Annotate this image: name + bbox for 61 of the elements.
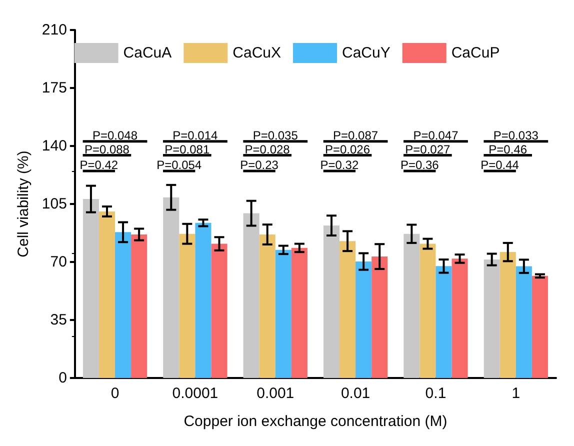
annotation: P=0.026: [324, 142, 370, 156]
annotation: P=0.028: [244, 142, 290, 156]
bar: [115, 232, 132, 378]
x-tick-label: 1: [512, 385, 520, 402]
bar: [211, 244, 228, 378]
y-tick-label: 35: [50, 312, 67, 328]
bar: [404, 234, 420, 378]
x-tick-label: 0: [110, 385, 120, 402]
annotation: P=0.048: [92, 128, 138, 142]
annotation: P=0.42: [80, 158, 118, 172]
x-tick-label: 0.001: [256, 385, 294, 402]
bar: [484, 260, 500, 378]
bar: [500, 252, 516, 378]
legend-label: CaCuA: [123, 44, 172, 62]
annotation: P=0.36: [400, 158, 440, 172]
annotation: P=0.033: [493, 128, 539, 142]
legend-label: CaCuP: [451, 44, 500, 62]
legend-label: CaCuY: [342, 44, 390, 62]
bar: [356, 262, 372, 378]
bar: [82, 199, 99, 378]
bar: [179, 234, 196, 378]
bar: [195, 222, 212, 378]
bar: [98, 211, 116, 378]
annotation: P=0.081: [164, 142, 210, 156]
x-tick-label: 0.01: [340, 385, 370, 402]
y-tick-label: 0: [58, 370, 67, 386]
bar: [131, 234, 148, 378]
bar: [323, 226, 340, 378]
bar: [259, 234, 276, 378]
annotation: P=0.014: [172, 128, 218, 142]
y-tick-label: 140: [42, 138, 67, 154]
bar: [420, 244, 436, 378]
annotation: P=0.027: [405, 142, 451, 156]
bar: [340, 241, 356, 378]
annotation: P=0.23: [240, 158, 279, 172]
bar: [532, 276, 548, 378]
annotation: P=0.087: [333, 128, 378, 142]
legend-label: CaCuX: [232, 44, 282, 62]
annotation: P=0.32: [320, 158, 359, 172]
y-tick-label: 105: [42, 196, 67, 212]
annotation: P=0.46: [488, 142, 528, 156]
y-tick-label: 70: [50, 254, 67, 270]
bar: [275, 250, 292, 378]
bar: [243, 213, 260, 378]
annotation: P=0.047: [413, 128, 459, 142]
y-axis-title: Cell viability (%): [15, 150, 32, 258]
bar: [372, 256, 388, 378]
bar: [452, 258, 468, 378]
annotation: P=0.44: [480, 158, 520, 172]
annotation: P=0.035: [252, 128, 298, 142]
annotation: P=0.088: [84, 142, 130, 156]
x-tick-label: 0.1: [425, 385, 446, 402]
x-axis-title: Copper ion exchange concentration (M): [184, 413, 448, 430]
y-tick-label: 210: [42, 22, 67, 38]
annotation: P=0.054: [156, 158, 202, 172]
y-tick-label: 175: [42, 80, 67, 96]
bar: [291, 248, 308, 378]
bar: [516, 266, 532, 378]
bar: [163, 197, 180, 378]
bar: [436, 266, 452, 378]
x-tick-label: 0.0001: [172, 385, 218, 402]
